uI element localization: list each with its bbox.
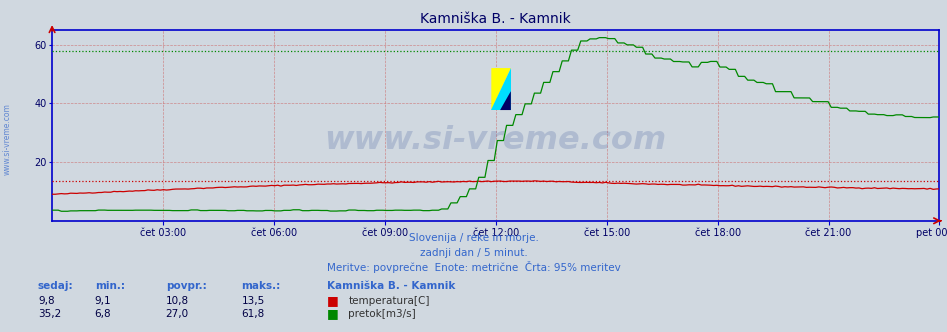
Text: ■: ■ — [327, 307, 338, 320]
Text: maks.:: maks.: — [241, 281, 280, 291]
Title: Kamniška B. - Kamnik: Kamniška B. - Kamnik — [420, 12, 571, 26]
Polygon shape — [491, 68, 510, 110]
Text: 10,8: 10,8 — [166, 296, 188, 306]
Text: povpr.:: povpr.: — [166, 281, 206, 291]
Text: temperatura[C]: temperatura[C] — [348, 296, 430, 306]
Text: 61,8: 61,8 — [241, 309, 265, 319]
Polygon shape — [500, 91, 510, 110]
Text: Meritve: povprečne  Enote: metrične  Črta: 95% meritev: Meritve: povprečne Enote: metrične Črta:… — [327, 261, 620, 273]
Text: ■: ■ — [327, 294, 338, 307]
Polygon shape — [491, 68, 510, 110]
Text: pretok[m3/s]: pretok[m3/s] — [348, 309, 417, 319]
Text: min.:: min.: — [95, 281, 125, 291]
Text: www.si-vreme.com: www.si-vreme.com — [3, 104, 12, 175]
Text: 6,8: 6,8 — [95, 309, 112, 319]
Text: 35,2: 35,2 — [38, 309, 62, 319]
Text: sedaj:: sedaj: — [38, 281, 74, 291]
Text: zadnji dan / 5 minut.: zadnji dan / 5 minut. — [420, 248, 527, 258]
Text: 13,5: 13,5 — [241, 296, 265, 306]
Text: 27,0: 27,0 — [166, 309, 188, 319]
Text: Kamniška B. - Kamnik: Kamniška B. - Kamnik — [327, 281, 456, 291]
Text: 9,8: 9,8 — [38, 296, 55, 306]
Text: www.si-vreme.com: www.si-vreme.com — [325, 125, 667, 156]
Text: Slovenija / reke in morje.: Slovenija / reke in morje. — [408, 233, 539, 243]
Text: 9,1: 9,1 — [95, 296, 112, 306]
